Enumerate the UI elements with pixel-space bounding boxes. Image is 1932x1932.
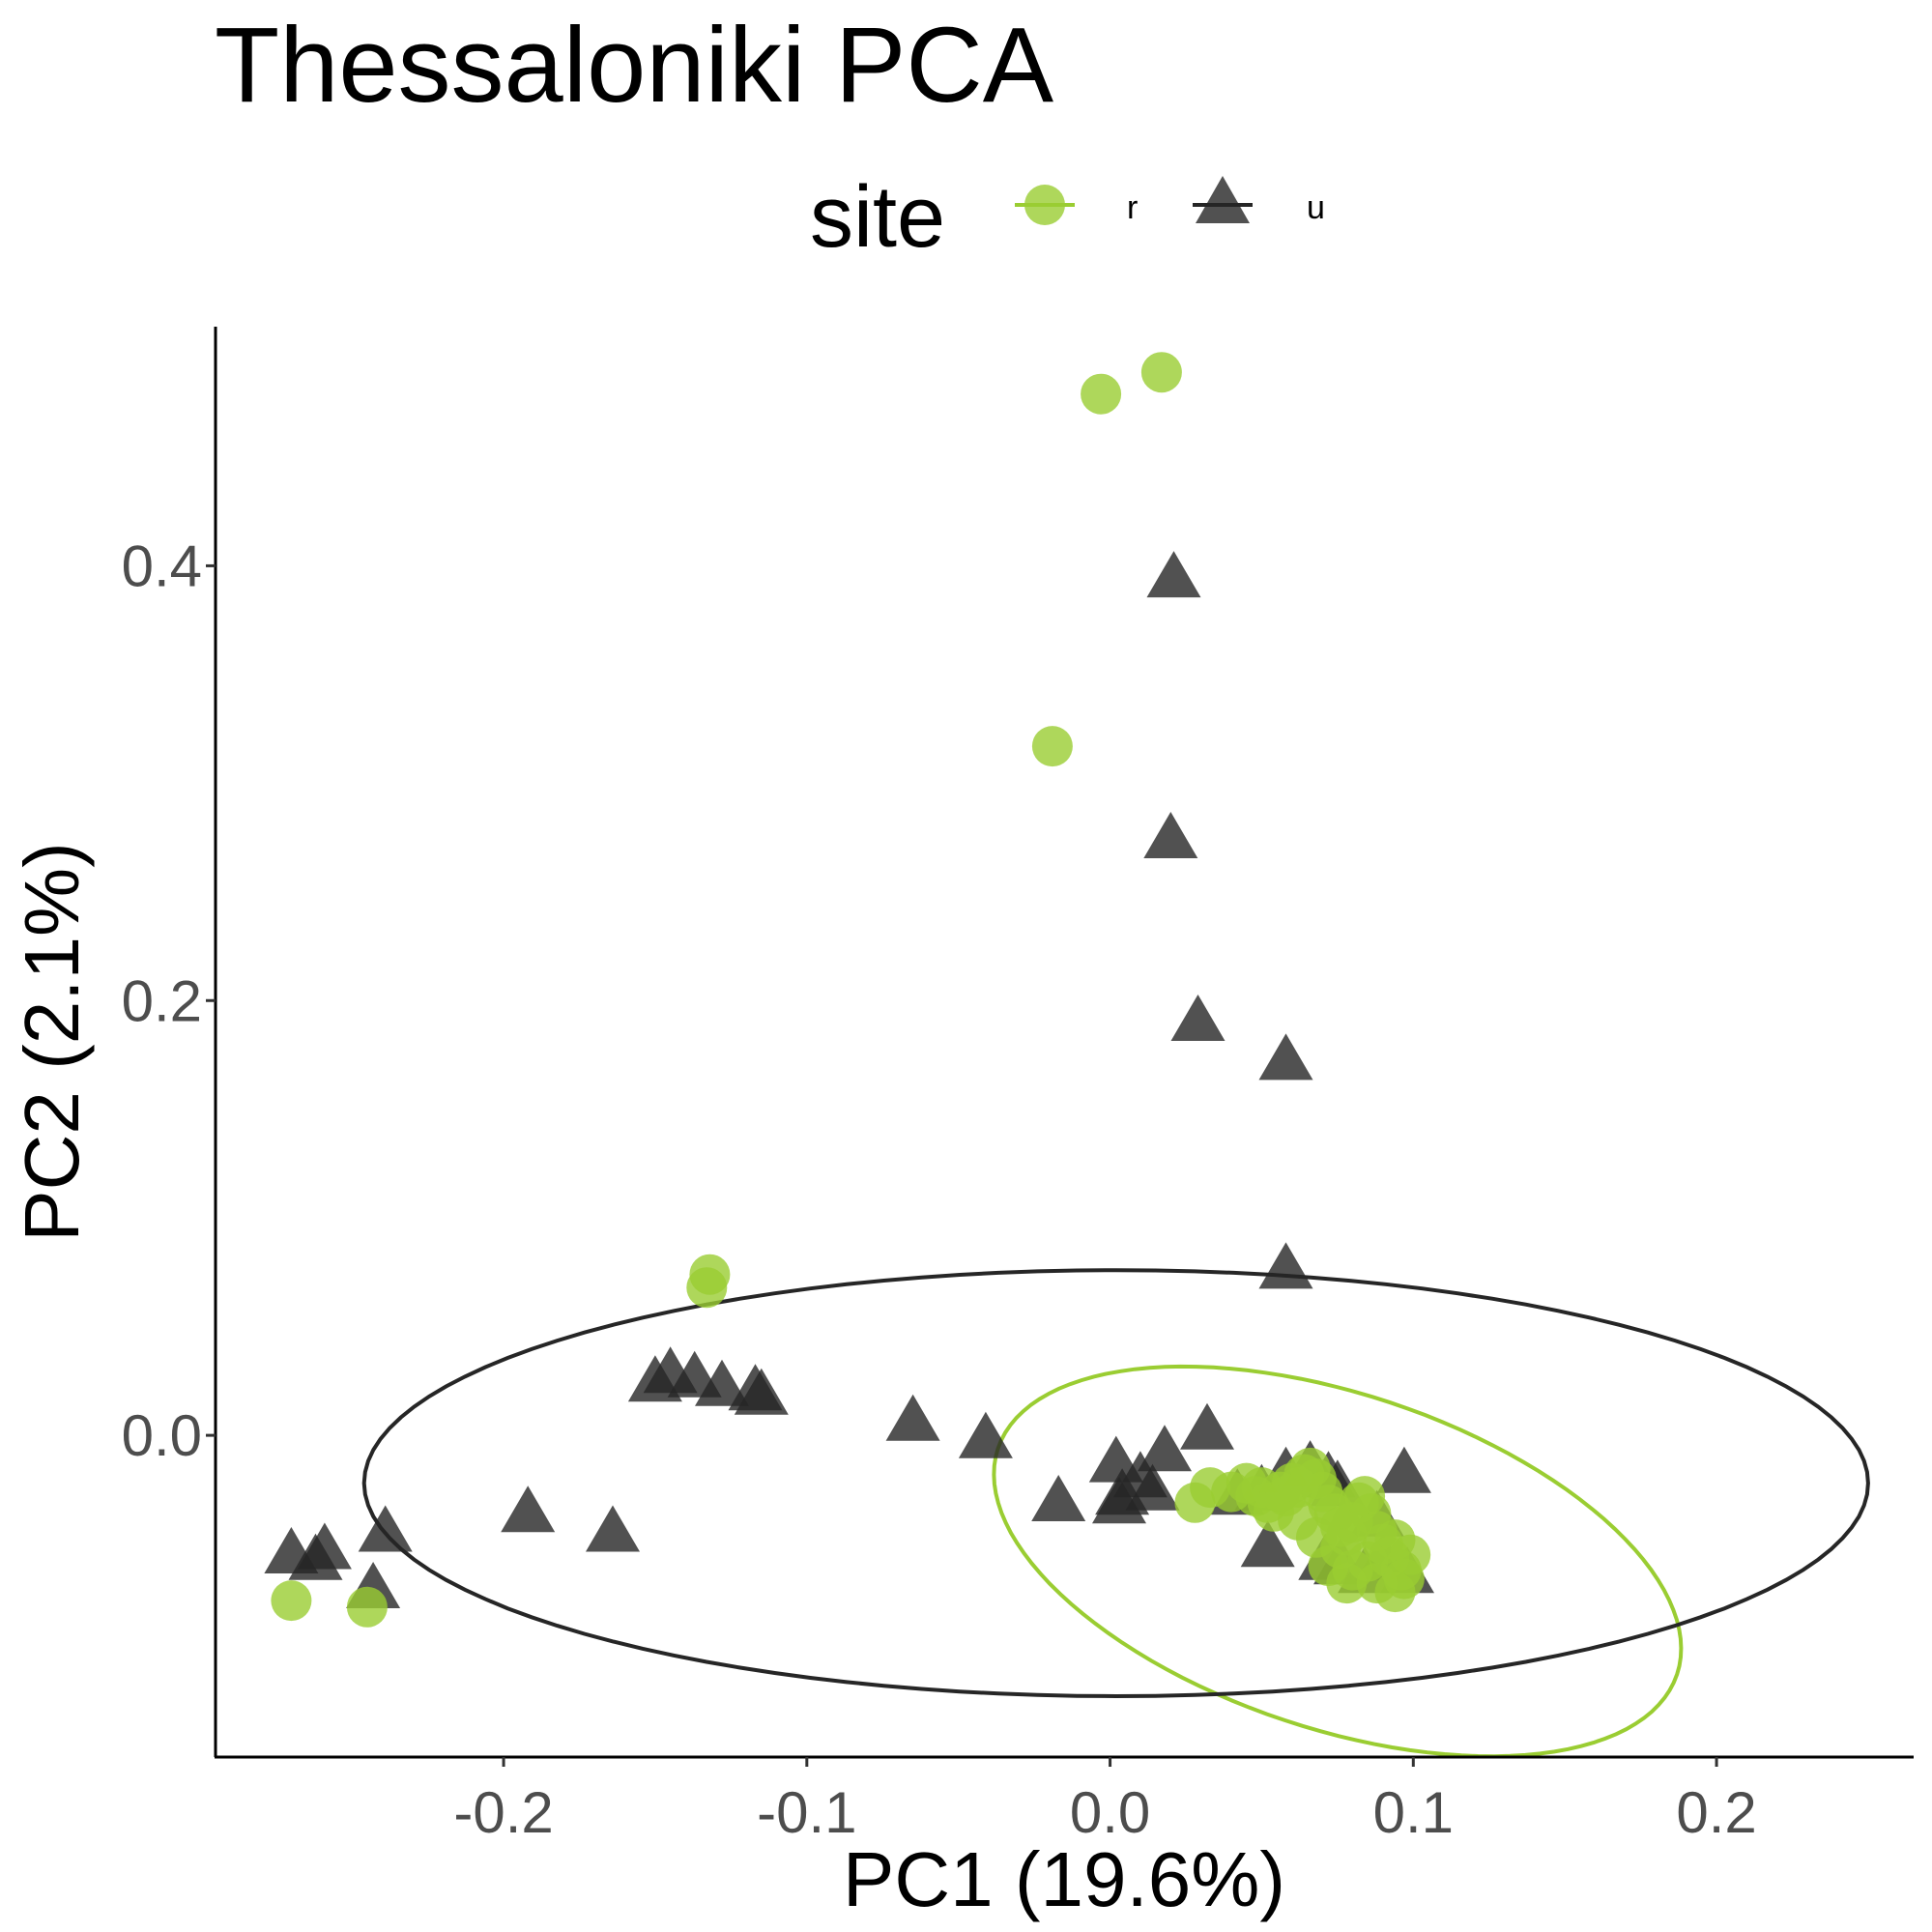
point-r xyxy=(686,1267,728,1309)
point-u xyxy=(1258,1033,1313,1081)
point-u xyxy=(1092,1477,1146,1524)
point-u xyxy=(1138,1425,1192,1472)
point-r xyxy=(1374,1572,1416,1613)
legend-title: site xyxy=(810,169,945,266)
chart-title: Thessaloniki PCA xyxy=(215,6,1054,125)
point-r xyxy=(1140,352,1182,393)
point-r xyxy=(346,1586,388,1628)
y-tick-label: 0.4 xyxy=(122,533,202,598)
legend-key-r xyxy=(1015,185,1075,225)
ellipse-u xyxy=(361,1268,1870,1699)
point-u xyxy=(734,1368,789,1415)
plot-area xyxy=(264,352,1870,1759)
point-u xyxy=(885,1394,940,1441)
point-u xyxy=(358,1505,413,1552)
y-tick-label: 0.2 xyxy=(122,968,202,1033)
point-u xyxy=(958,1411,1013,1458)
point-r xyxy=(1278,1499,1319,1541)
point-u xyxy=(288,1533,343,1580)
x-tick-label: -0.1 xyxy=(757,1780,856,1845)
point-u xyxy=(1376,1446,1431,1493)
legend-triangle-icon xyxy=(1196,176,1250,223)
point-u xyxy=(501,1485,556,1533)
point-u xyxy=(1180,1402,1234,1450)
point-r xyxy=(1031,726,1073,767)
x-tick-label: 0.1 xyxy=(1373,1780,1454,1845)
x-tick-label: -0.2 xyxy=(453,1780,553,1845)
legend: site r u xyxy=(810,169,1325,266)
point-u xyxy=(1170,995,1226,1041)
legend-key-u xyxy=(1193,176,1253,223)
legend-label-r: r xyxy=(1127,189,1138,226)
point-u xyxy=(1240,1520,1295,1568)
point-u xyxy=(586,1505,640,1552)
legend-circle-icon xyxy=(1024,185,1065,225)
legend-label-u: u xyxy=(1307,189,1325,226)
point-r xyxy=(1326,1563,1368,1604)
point-r xyxy=(1081,373,1122,415)
point-u xyxy=(1146,551,1201,598)
point-u xyxy=(1031,1475,1086,1521)
y-axis-title: PC2 (2.1%) xyxy=(9,842,95,1241)
point-r xyxy=(1390,1534,1431,1575)
x-axis-title: PC1 (19.6%) xyxy=(843,1836,1285,1922)
y-tick-label: 0.0 xyxy=(122,1403,202,1468)
point-u xyxy=(695,1359,749,1406)
point-u xyxy=(1143,812,1198,858)
y-axis-ticks: 0.0 0.2 0.4 xyxy=(122,533,216,1468)
point-u xyxy=(627,1355,682,1402)
x-tick-label: 0.0 xyxy=(1070,1780,1150,1845)
point-r xyxy=(271,1580,312,1622)
x-tick-label: 0.2 xyxy=(1676,1780,1756,1845)
x-axis-ticks: -0.2 -0.1 0.0 0.1 0.2 xyxy=(453,1757,1757,1845)
point-u xyxy=(1258,1242,1313,1289)
